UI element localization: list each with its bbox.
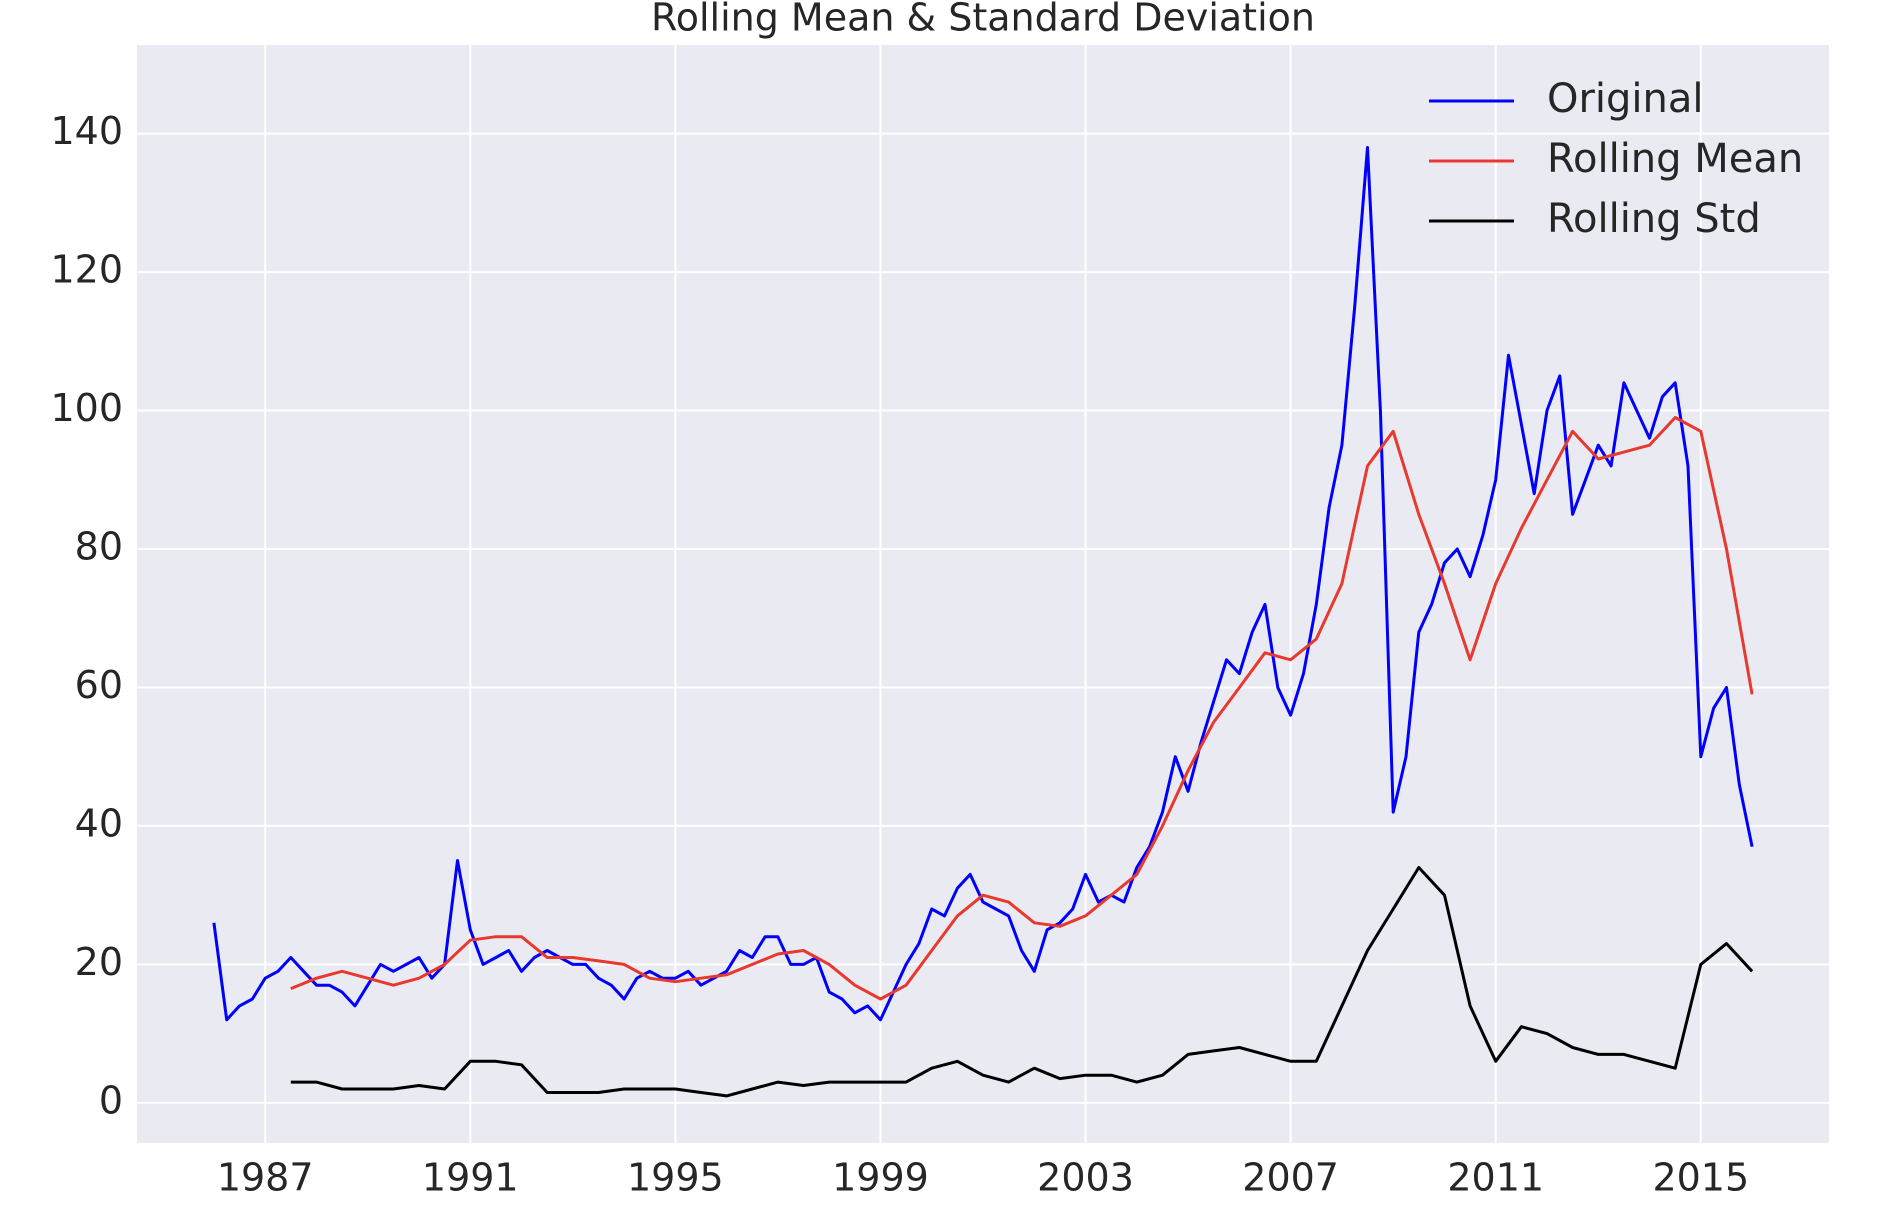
x-tick-label: 1987: [217, 1156, 314, 1200]
legend-label: Original: [1547, 76, 1704, 122]
y-tick-label: 140: [50, 109, 123, 153]
x-tick-label: 1999: [832, 1156, 929, 1200]
x-tick-label: 1991: [422, 1156, 519, 1200]
series-line: [290, 416, 1754, 1001]
series-line: [212, 146, 1754, 1022]
y-tick-label: 20: [75, 940, 123, 984]
chart-title: Rolling Mean & Standard Deviation: [651, 0, 1315, 40]
x-tick-label: 2007: [1242, 1156, 1339, 1200]
x-tick-label: 2015: [1652, 1156, 1749, 1200]
y-tick-label: 0: [99, 1078, 123, 1122]
legend-label: Rolling Std: [1547, 196, 1761, 242]
x-tick-label: 2011: [1447, 1156, 1544, 1200]
y-tick-label: 40: [75, 801, 123, 845]
y-tick-label: 60: [75, 663, 123, 707]
x-tick-label: 2003: [1037, 1156, 1134, 1200]
y-tick-label: 100: [50, 386, 123, 430]
y-tick-label: 80: [75, 525, 123, 569]
y-tick-label: 120: [50, 248, 123, 292]
x-tick-label: 1995: [627, 1156, 724, 1200]
legend-label: Rolling Mean: [1547, 136, 1803, 182]
series-line: [290, 866, 1754, 1098]
